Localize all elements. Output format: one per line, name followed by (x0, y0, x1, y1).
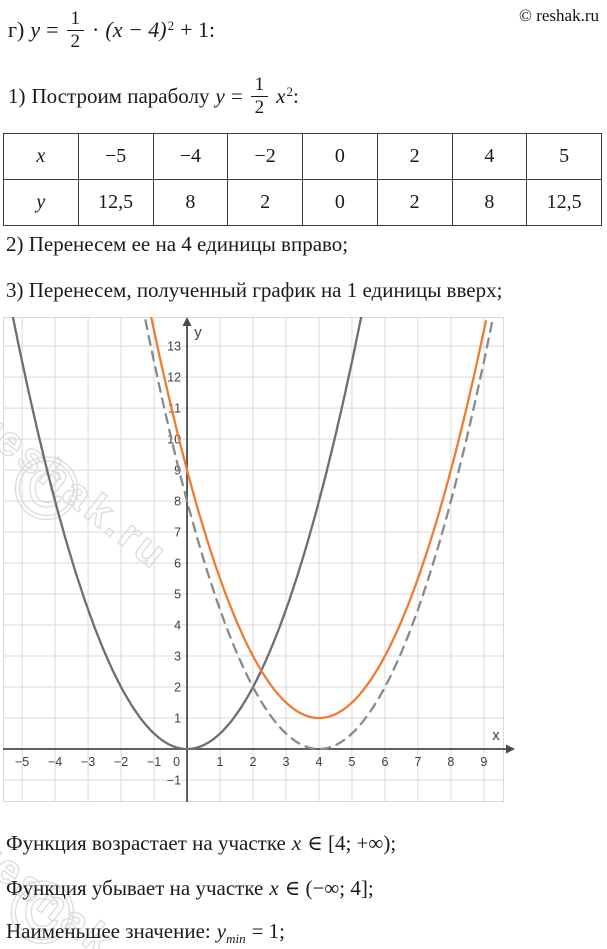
table-cell: 5 (526, 133, 602, 180)
svg-text:3: 3 (283, 755, 290, 769)
svg-text:−1: −1 (167, 773, 181, 787)
graph: −5 −4 −3 −2 −1 1 2 3 4 5 6 7 8 9 −1 1 2 3 4 5 6 7 8 9 10 11 12 13 0 x… (3, 315, 523, 802)
svg-text:0: 0 (173, 755, 180, 769)
table-cell: 8 (152, 179, 229, 226)
equals-sign: = (46, 17, 59, 43)
table-cell: −4 (152, 133, 229, 180)
multiply-dot: · (92, 17, 100, 43)
step-3: 3) Перенесем, полученный график на 1 еди… (6, 278, 502, 303)
conclusion-text: Функция возрастает на участке (6, 831, 286, 855)
math-var-x: x (291, 831, 302, 855)
site-credit: © reshak.ru (519, 6, 599, 25)
math-var-x: x (276, 83, 286, 108)
fraction-denominator: 2 (70, 30, 81, 52)
subscript-min: min (226, 931, 246, 946)
conclusion-text: Наименьшее значение: (6, 919, 211, 943)
item-label: 1) (8, 83, 26, 108)
svg-text:−1: −1 (147, 755, 161, 769)
fraction-numerator: 1 (66, 8, 85, 31)
math-var-y: y (215, 83, 225, 108)
conclusion-text: Функция убывает на участке (6, 876, 264, 900)
problem-statement: г) y = 1 2 · (x − 4) 2 + 1: (8, 8, 215, 53)
values-table: x −5 −4 −2 0 2 4 5 y 12,5 8 2 0 2 8 12,5 (3, 133, 602, 226)
svg-text:−5: −5 (15, 755, 29, 769)
fraction-denominator: 2 (254, 96, 265, 118)
table-cell: 4 (451, 133, 528, 180)
svg-text:−3: −3 (81, 755, 95, 769)
fraction-one-half: 1 2 (66, 8, 85, 53)
exponent: 2 (286, 83, 294, 99)
conclusion-increasing: Функция возрастает на участке x ∈ [4; +∞… (6, 831, 396, 856)
fraction-numerator: 1 (250, 74, 269, 97)
svg-text:−2: −2 (114, 755, 128, 769)
table-cell: 12,5 (77, 179, 154, 226)
svg-text:12: 12 (167, 371, 181, 385)
svg-text:6: 6 (381, 755, 388, 769)
conclusion-decreasing: Функция убывает на участке x ∈ (−∞; 4]; (6, 876, 374, 901)
exponent: 2 (167, 18, 175, 34)
value-text: = 1; (251, 919, 286, 943)
fraction-one-half: 1 2 (250, 74, 269, 119)
table-cell: 2 (227, 179, 303, 226)
table-cell: 2 (376, 179, 453, 226)
table-cell: −2 (227, 133, 303, 180)
table-cell: 2 (376, 133, 453, 180)
step-text: 3) Перенесем, полученный график на 1 еди… (6, 278, 503, 302)
row-header-x: x (3, 133, 79, 180)
svg-text:−4: −4 (48, 755, 62, 769)
svg-text:2: 2 (174, 681, 181, 695)
svg-text:1: 1 (174, 712, 181, 726)
svg-text:1: 1 (217, 755, 224, 769)
table-cell: 0 (302, 133, 378, 180)
table-cell: 12,5 (526, 179, 602, 226)
svg-text:x: x (492, 727, 500, 744)
svg-text:8: 8 (447, 755, 454, 769)
table-row-y: y 12,5 8 2 0 2 8 12,5 (3, 179, 602, 226)
step-text: Построим параболу (31, 83, 210, 108)
math-var-y: y (216, 919, 227, 943)
svg-text:3: 3 (174, 650, 181, 664)
table-row-x: x −5 −4 −2 0 2 4 5 (3, 133, 602, 180)
equals-sign: = (230, 83, 243, 108)
graph-svg: −5 −4 −3 −2 −1 1 2 3 4 5 6 7 8 9−1123456789101112130x… (3, 315, 515, 802)
interval-text: ∈ [4; +∞); (307, 831, 397, 855)
svg-text:y: y (194, 324, 202, 341)
svg-text:4: 4 (174, 619, 181, 633)
svg-text:2: 2 (250, 755, 257, 769)
row-header-y: y (3, 179, 79, 226)
svg-text:4: 4 (315, 755, 322, 769)
svg-text:7: 7 (174, 526, 181, 540)
svg-text:13: 13 (167, 340, 181, 354)
svg-text:5: 5 (174, 588, 181, 602)
svg-text:9: 9 (480, 755, 487, 769)
table-cell: −5 (77, 133, 154, 180)
formula-tail: : (293, 83, 299, 108)
step-2: 2) Перенесем ее на 4 единицы вправо; (6, 232, 348, 257)
step-text: 2) Перенесем ее на 4 единицы вправо; (6, 232, 349, 256)
interval-text: ∈ (−∞; 4]; (284, 876, 374, 900)
svg-text:8: 8 (174, 495, 181, 509)
svg-text:9: 9 (174, 464, 181, 478)
item-label: г) (8, 17, 25, 43)
math-expression: (x − 4) (105, 17, 167, 43)
step-1: 1) Построим параболу y = 1 2 x 2 : (8, 74, 299, 119)
table-cell: 8 (451, 179, 528, 226)
svg-text:7: 7 (414, 755, 421, 769)
formula-tail: + 1: (180, 17, 216, 43)
svg-text:5: 5 (348, 755, 355, 769)
conclusion-minimum: Наименьшее значение: y min = 1; (6, 919, 286, 946)
svg-text:6: 6 (174, 557, 181, 571)
math-var-x: x (269, 876, 279, 900)
table-cell: 0 (302, 179, 378, 226)
math-var-y: y (30, 17, 41, 43)
